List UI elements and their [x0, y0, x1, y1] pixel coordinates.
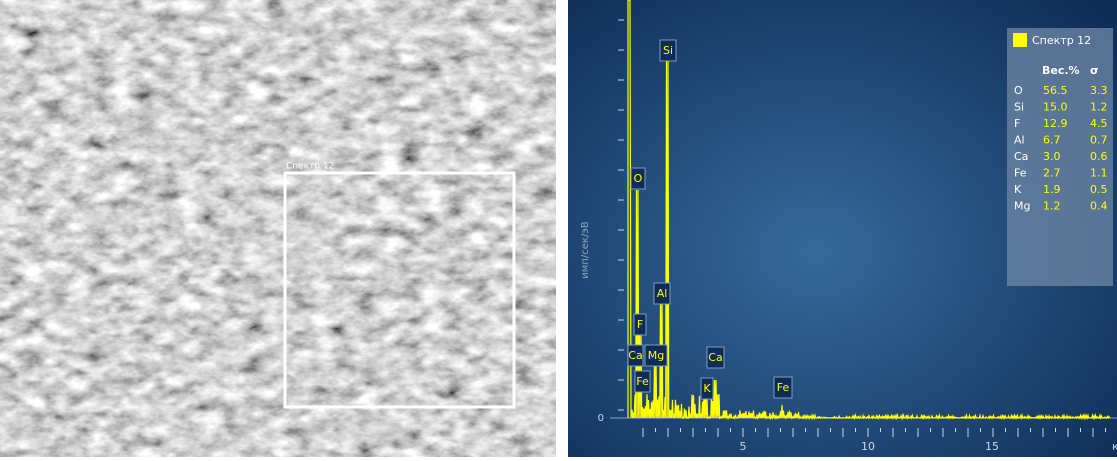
table-value: 2.7 [1043, 167, 1061, 180]
table-element: K [1014, 183, 1022, 196]
table-value: 1.2 [1090, 101, 1108, 114]
peak-label: O [634, 172, 643, 185]
table-value: 1.2 [1043, 200, 1061, 213]
table-value: 4.5 [1090, 117, 1108, 130]
x-tick-label: 10 [861, 440, 875, 453]
table-element: Al [1014, 134, 1025, 147]
y-zero-label: 0 [598, 413, 604, 424]
peak-label: Ca [708, 351, 722, 364]
table-value: 3.0 [1043, 150, 1061, 163]
table-element: F [1014, 117, 1020, 130]
y-axis-label: имп/сек/эВ [580, 221, 591, 278]
table-value: 0.4 [1090, 200, 1108, 213]
region-label: Спектр 12 [286, 162, 334, 172]
x-tick-label: 5 [740, 440, 747, 453]
figure: Спектр 12 5 10 15 к Si O Al F Ca Mg Fe Ca K Fe имп/се… [0, 0, 1117, 457]
legend-swatch [1013, 33, 1027, 47]
table-value: 0.5 [1090, 183, 1108, 196]
table-element: Ca [1014, 150, 1028, 163]
table-header: σ [1090, 64, 1099, 77]
x-tick-label: 15 [985, 440, 999, 453]
page: Спектр 12 5 10 15 к Si O Al F Ca Mg Fe Ca K Fe имп/се… [0, 0, 1117, 457]
table-value: 0.7 [1090, 134, 1108, 147]
peak-label: F [637, 318, 643, 331]
table-element: Fe [1014, 167, 1027, 180]
peak-label: Si [663, 44, 673, 57]
table-header: Вес.% [1042, 64, 1080, 77]
table-value: 12.9 [1043, 117, 1068, 130]
x-unit: к [1112, 440, 1117, 453]
legend-label: Спектр 12 [1032, 34, 1091, 47]
peak-label: Fe [777, 381, 790, 394]
table-value: 15.0 [1043, 101, 1068, 114]
table-value: 1.9 [1043, 183, 1061, 196]
table-element: Si [1014, 101, 1024, 114]
peak-label: Al [657, 287, 668, 300]
table-value: 1.1 [1090, 167, 1108, 180]
table-value: 3.3 [1090, 84, 1108, 97]
peak-label: Ca [628, 349, 642, 362]
table-element: Mg [1014, 200, 1030, 213]
peak-label: Mg [648, 349, 664, 362]
table-value: 56.5 [1043, 84, 1068, 97]
table-element: O [1014, 84, 1023, 97]
peak-label: Fe [636, 375, 649, 388]
peak-label: K [703, 382, 711, 395]
table-value: 6.7 [1043, 134, 1061, 147]
table-value: 0.6 [1090, 150, 1108, 163]
sem-texture [0, 0, 556, 457]
